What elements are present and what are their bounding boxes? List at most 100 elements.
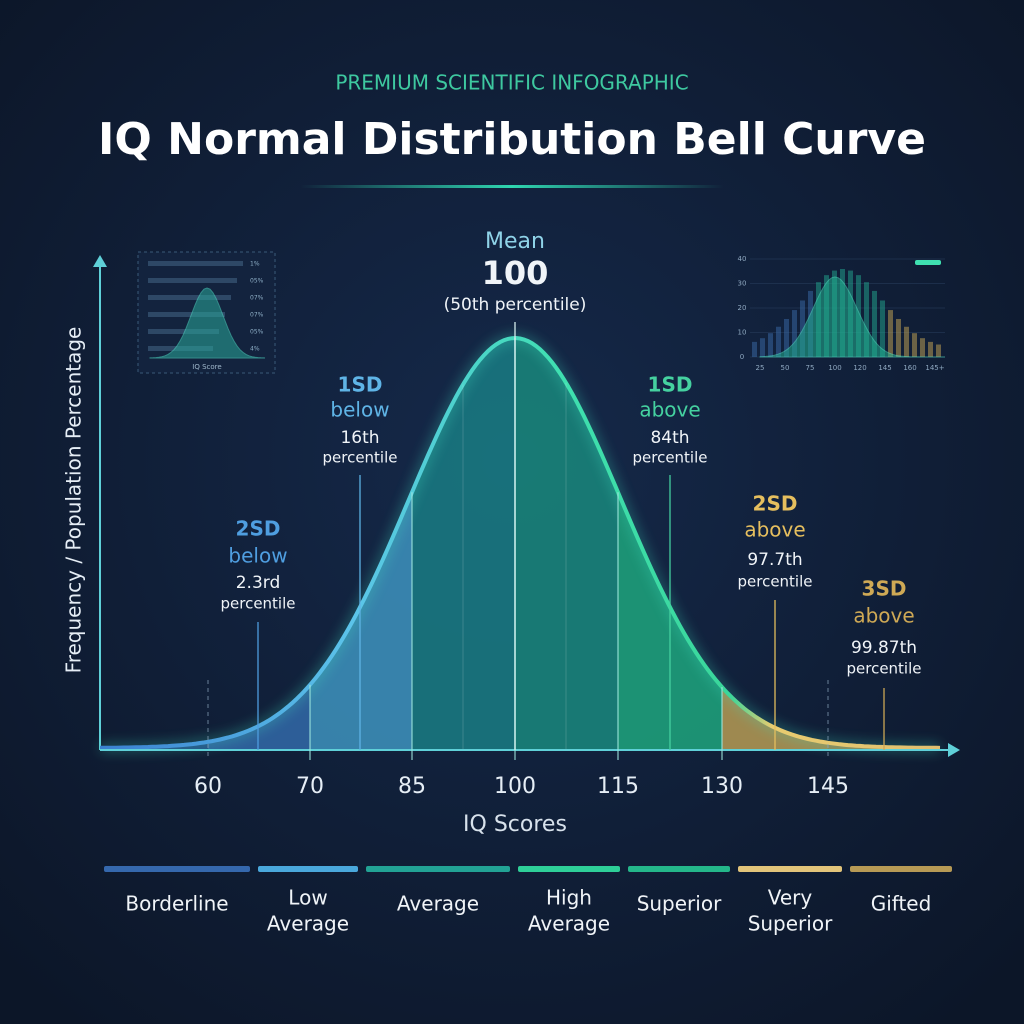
annotation-text: Mean bbox=[485, 229, 545, 254]
x-tick-label: 130 bbox=[701, 774, 743, 799]
annotation-text: 97.7th bbox=[747, 550, 802, 570]
inset-bar bbox=[896, 318, 901, 357]
annotation-text: 2.3rd bbox=[236, 573, 281, 593]
annotation-text: above bbox=[853, 604, 914, 628]
inset-y-tick: 20 bbox=[738, 304, 747, 312]
inset-chip bbox=[915, 260, 941, 265]
y-axis-arrow bbox=[93, 255, 107, 267]
inset-row-label: 1% bbox=[250, 261, 260, 268]
inset-y-tick: 0 bbox=[740, 353, 744, 361]
annotation-text: 1SD bbox=[338, 373, 383, 397]
inset-row bbox=[148, 278, 237, 283]
title-underline bbox=[300, 185, 724, 188]
inset-bar bbox=[792, 310, 797, 357]
annotation-text: below bbox=[228, 544, 287, 568]
annotation-text: 84th bbox=[650, 428, 689, 448]
inset-bar bbox=[920, 338, 925, 357]
band-bar bbox=[518, 866, 620, 872]
inset-bar bbox=[760, 338, 765, 357]
band-bar bbox=[104, 866, 250, 872]
annotation-text: 3SD bbox=[862, 577, 907, 601]
inset-curve bbox=[759, 276, 945, 358]
chart-title: IQ Normal Distribution Bell Curve bbox=[98, 114, 926, 165]
band-bar bbox=[258, 866, 358, 872]
inset-bar bbox=[776, 326, 781, 357]
annotation-text: 99.87th bbox=[851, 638, 917, 658]
inset-bar bbox=[784, 318, 789, 357]
band-label: Average bbox=[267, 912, 349, 936]
inset-bar bbox=[752, 341, 757, 357]
annotation-text: percentile bbox=[220, 595, 295, 613]
inset-x-tick: 25 bbox=[756, 364, 765, 372]
inset-row bbox=[148, 312, 225, 317]
x-tick-label: 100 bbox=[494, 774, 536, 799]
x-axis-label: IQ Scores bbox=[463, 812, 567, 837]
band-bar bbox=[738, 866, 842, 872]
x-axis-arrow bbox=[948, 743, 960, 757]
inset-label: IQ Score bbox=[192, 363, 221, 371]
inset-bar bbox=[768, 333, 773, 357]
inset-x-tick: 145 bbox=[878, 364, 891, 372]
inset-row bbox=[148, 261, 243, 266]
annotation-text: percentile bbox=[737, 573, 812, 591]
inset-row-label: 05% bbox=[250, 329, 264, 336]
inset-x-tick: 160 bbox=[903, 364, 916, 372]
band-label: Borderline bbox=[125, 892, 228, 916]
annotation-text: 1SD bbox=[648, 373, 693, 397]
band-label: Average bbox=[528, 912, 610, 936]
annotation-text: percentile bbox=[632, 449, 707, 467]
x-tick-label: 115 bbox=[597, 774, 639, 799]
annotation-text: 2SD bbox=[753, 492, 798, 516]
inset-bar bbox=[912, 333, 917, 357]
band-bar bbox=[850, 866, 952, 872]
band-label: High bbox=[546, 886, 592, 910]
band-bar bbox=[628, 866, 730, 872]
inset-row bbox=[148, 295, 231, 300]
annotation-text: 100 bbox=[482, 254, 549, 292]
inset-curve bbox=[149, 287, 266, 359]
inset-bar bbox=[800, 300, 805, 357]
inset-x-tick: 120 bbox=[853, 364, 866, 372]
curve bbox=[100, 335, 941, 750]
inset-y-tick: 10 bbox=[738, 329, 747, 337]
inset-y-tick: 30 bbox=[738, 280, 747, 288]
x-tick-label: 145 bbox=[807, 774, 849, 799]
annotation-text: 2SD bbox=[236, 517, 281, 541]
inset-bar bbox=[888, 310, 893, 357]
kicker: PREMIUM SCIENTIFIC INFOGRAPHIC bbox=[335, 71, 688, 95]
annotation-text: percentile bbox=[322, 449, 397, 467]
inset-y-tick: 40 bbox=[738, 255, 747, 263]
band-label: Gifted bbox=[871, 892, 932, 916]
inset-bar bbox=[880, 300, 885, 357]
annotation-text: above bbox=[639, 398, 700, 422]
inset-x-tick: 100 bbox=[828, 364, 841, 372]
inset-row-label: 07% bbox=[250, 312, 264, 319]
inset-bar bbox=[928, 341, 933, 357]
inset-bar bbox=[864, 282, 869, 357]
annotation-text: above bbox=[744, 518, 805, 542]
inset-x-tick: 50 bbox=[781, 364, 790, 372]
band-label: Very bbox=[768, 886, 813, 910]
inset-bar bbox=[872, 290, 877, 357]
annotation-text: below bbox=[330, 398, 389, 422]
band-bar bbox=[366, 866, 510, 872]
inset-row bbox=[148, 329, 219, 334]
inset-x-tick: 145+ bbox=[925, 364, 944, 372]
inset-row-label: 4% bbox=[250, 346, 260, 353]
inset-x-tick: 75 bbox=[806, 364, 815, 372]
band-label: Superior bbox=[748, 912, 833, 936]
inset-row-label: 07% bbox=[250, 295, 264, 302]
inset-row-label: 05% bbox=[250, 278, 264, 285]
annotation-text: 16th bbox=[340, 428, 379, 448]
x-tick-label: 60 bbox=[194, 774, 222, 799]
inset-bar bbox=[936, 344, 941, 357]
inset-bar bbox=[904, 326, 909, 357]
band-label: Average bbox=[397, 892, 479, 916]
x-tick-label: 85 bbox=[398, 774, 426, 799]
x-tick-label: 70 bbox=[296, 774, 324, 799]
annotation-text: (50th percentile) bbox=[444, 295, 587, 315]
band-label: Low bbox=[288, 886, 327, 910]
band-label: Superior bbox=[637, 892, 722, 916]
